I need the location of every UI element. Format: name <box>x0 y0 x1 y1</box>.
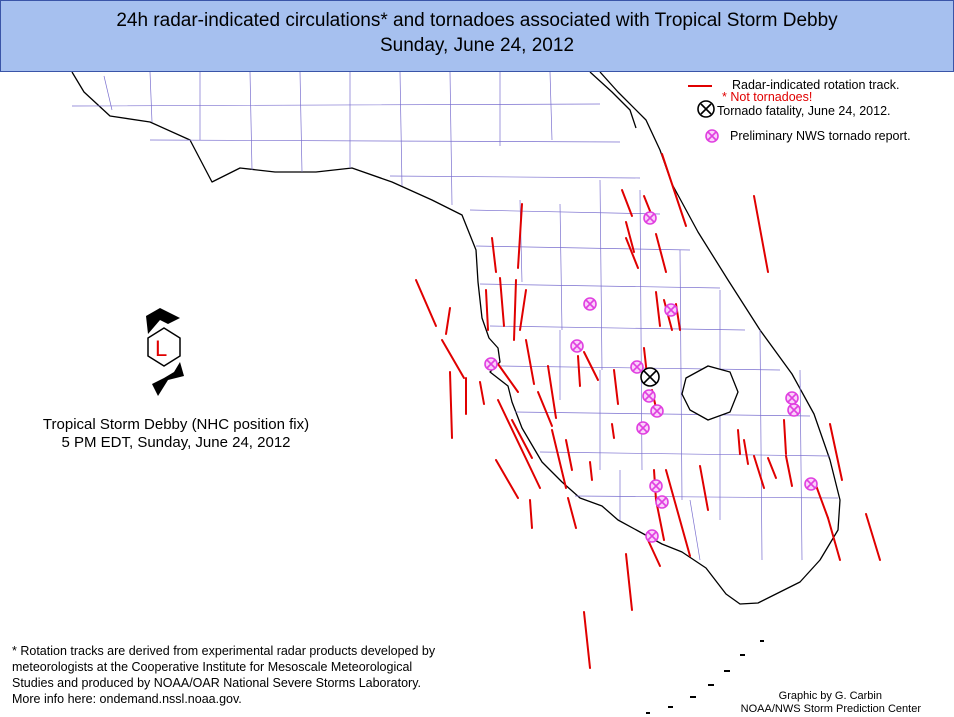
storm-label: Tropical Storm Debby (NHC position fix) <box>42 416 310 433</box>
rotation-track <box>753 455 765 489</box>
legend-fatality-icon <box>697 100 715 118</box>
rotation-track <box>583 611 591 669</box>
rotation-track <box>497 399 541 489</box>
tornado-report-icon <box>655 495 669 509</box>
tornado-report-icon <box>643 211 657 225</box>
rotation-track <box>499 277 505 327</box>
rotation-track <box>743 439 749 465</box>
rotation-track <box>699 465 709 511</box>
map-date: Sunday, June 24, 2012 <box>379 35 575 56</box>
rotation-track <box>565 439 573 471</box>
rotation-track <box>661 153 687 227</box>
rotation-track <box>621 189 633 217</box>
tornado-report-icon <box>484 357 498 371</box>
rotation-track <box>441 339 465 379</box>
tornado-report-icon <box>630 360 644 374</box>
coastline <box>71 72 841 605</box>
rotation-track <box>753 195 769 273</box>
rotation-track <box>491 237 497 273</box>
tornado-report-icon <box>649 479 663 493</box>
florida-keys <box>646 640 764 714</box>
map-title: 24h radar-indicated circulations* and to… <box>116 10 838 31</box>
tornado-report-icon <box>570 339 584 353</box>
tornado-report-icon <box>636 421 650 435</box>
rotation-track <box>415 279 437 327</box>
storm-letter: L <box>155 336 168 361</box>
rotation-track <box>525 339 535 385</box>
tornado-report-icon <box>583 297 597 311</box>
tornado-report-icon <box>664 303 678 317</box>
rotation-track <box>529 499 533 529</box>
tornado-report-icon <box>787 403 801 417</box>
rotation-track <box>655 233 667 273</box>
credit-author: Graphic by G. Carbin <box>778 690 882 702</box>
title-banner: 24h radar-indicated circulations* and to… <box>0 0 954 72</box>
rotation-track <box>551 429 567 489</box>
rotation-track <box>519 289 527 331</box>
rotation-track <box>513 279 517 341</box>
rotation-track <box>495 459 519 499</box>
tornado-report-icon <box>642 389 656 403</box>
tornado-report-icon <box>650 404 664 418</box>
rotation-track <box>485 289 489 331</box>
credit-agency: NOAA/NWS Storm Prediction Center <box>740 703 921 715</box>
rotation-track <box>583 351 599 381</box>
rotation-track <box>625 237 639 269</box>
county-lines <box>71 72 839 561</box>
rotation-track <box>517 203 523 269</box>
rotation-track <box>665 469 691 557</box>
legend-report-label: Preliminary NWS tornado report. <box>730 129 911 143</box>
rotation-track <box>497 363 519 393</box>
rotation-track <box>829 423 843 481</box>
rotation-track <box>547 365 557 419</box>
rotation-track <box>865 513 881 561</box>
storm-time: 5 PM EDT, Sunday, June 24, 2012 <box>61 434 291 451</box>
rotation-track <box>827 517 841 561</box>
footnote-line-3: Studies and produced by NOAA/OAR Nationa… <box>12 676 422 690</box>
legend-not-tornadoes: * Not tornadoes! <box>722 90 813 104</box>
rotation-track <box>449 371 453 439</box>
tornado-reports <box>484 211 818 543</box>
tropical-storm-icon <box>146 308 184 396</box>
rotation-track <box>589 461 593 481</box>
rotation-track <box>445 307 451 335</box>
legend-track-label: Radar-indicated rotation track. <box>732 78 900 92</box>
rotation-track <box>655 291 661 327</box>
rotation-track <box>537 391 553 427</box>
rotation-track <box>511 419 533 459</box>
rotation-track <box>577 355 581 387</box>
florida-map <box>71 72 881 714</box>
rotation-tracks <box>415 153 881 669</box>
rotation-track <box>611 423 615 439</box>
tornado-report-icon <box>785 391 799 405</box>
legend-report-icon <box>705 129 719 143</box>
fatality-marker-icon <box>640 367 660 387</box>
rotation-track <box>625 553 633 611</box>
tornado-report-icon <box>804 477 818 491</box>
legend-fatality-label: Tornado fatality, June 24, 2012. <box>717 104 891 118</box>
footnote-line-2: meteorologists at the Cooperative Instit… <box>12 660 413 674</box>
lake-okeechobee <box>681 365 739 421</box>
rotation-track <box>625 221 635 253</box>
tornado-report-icon <box>645 529 659 543</box>
rotation-track <box>567 497 577 529</box>
rotation-track <box>613 369 619 405</box>
rotation-track <box>767 457 777 479</box>
rotation-track <box>783 419 787 455</box>
footnote-line-4: More info here: ondemand.nssl.noaa.gov. <box>12 692 242 706</box>
rotation-track <box>479 381 485 405</box>
rotation-track <box>647 539 661 567</box>
footnote-line-1: * Rotation tracks are derived from exper… <box>12 644 436 658</box>
rotation-track <box>785 455 793 487</box>
rotation-track <box>737 429 741 455</box>
